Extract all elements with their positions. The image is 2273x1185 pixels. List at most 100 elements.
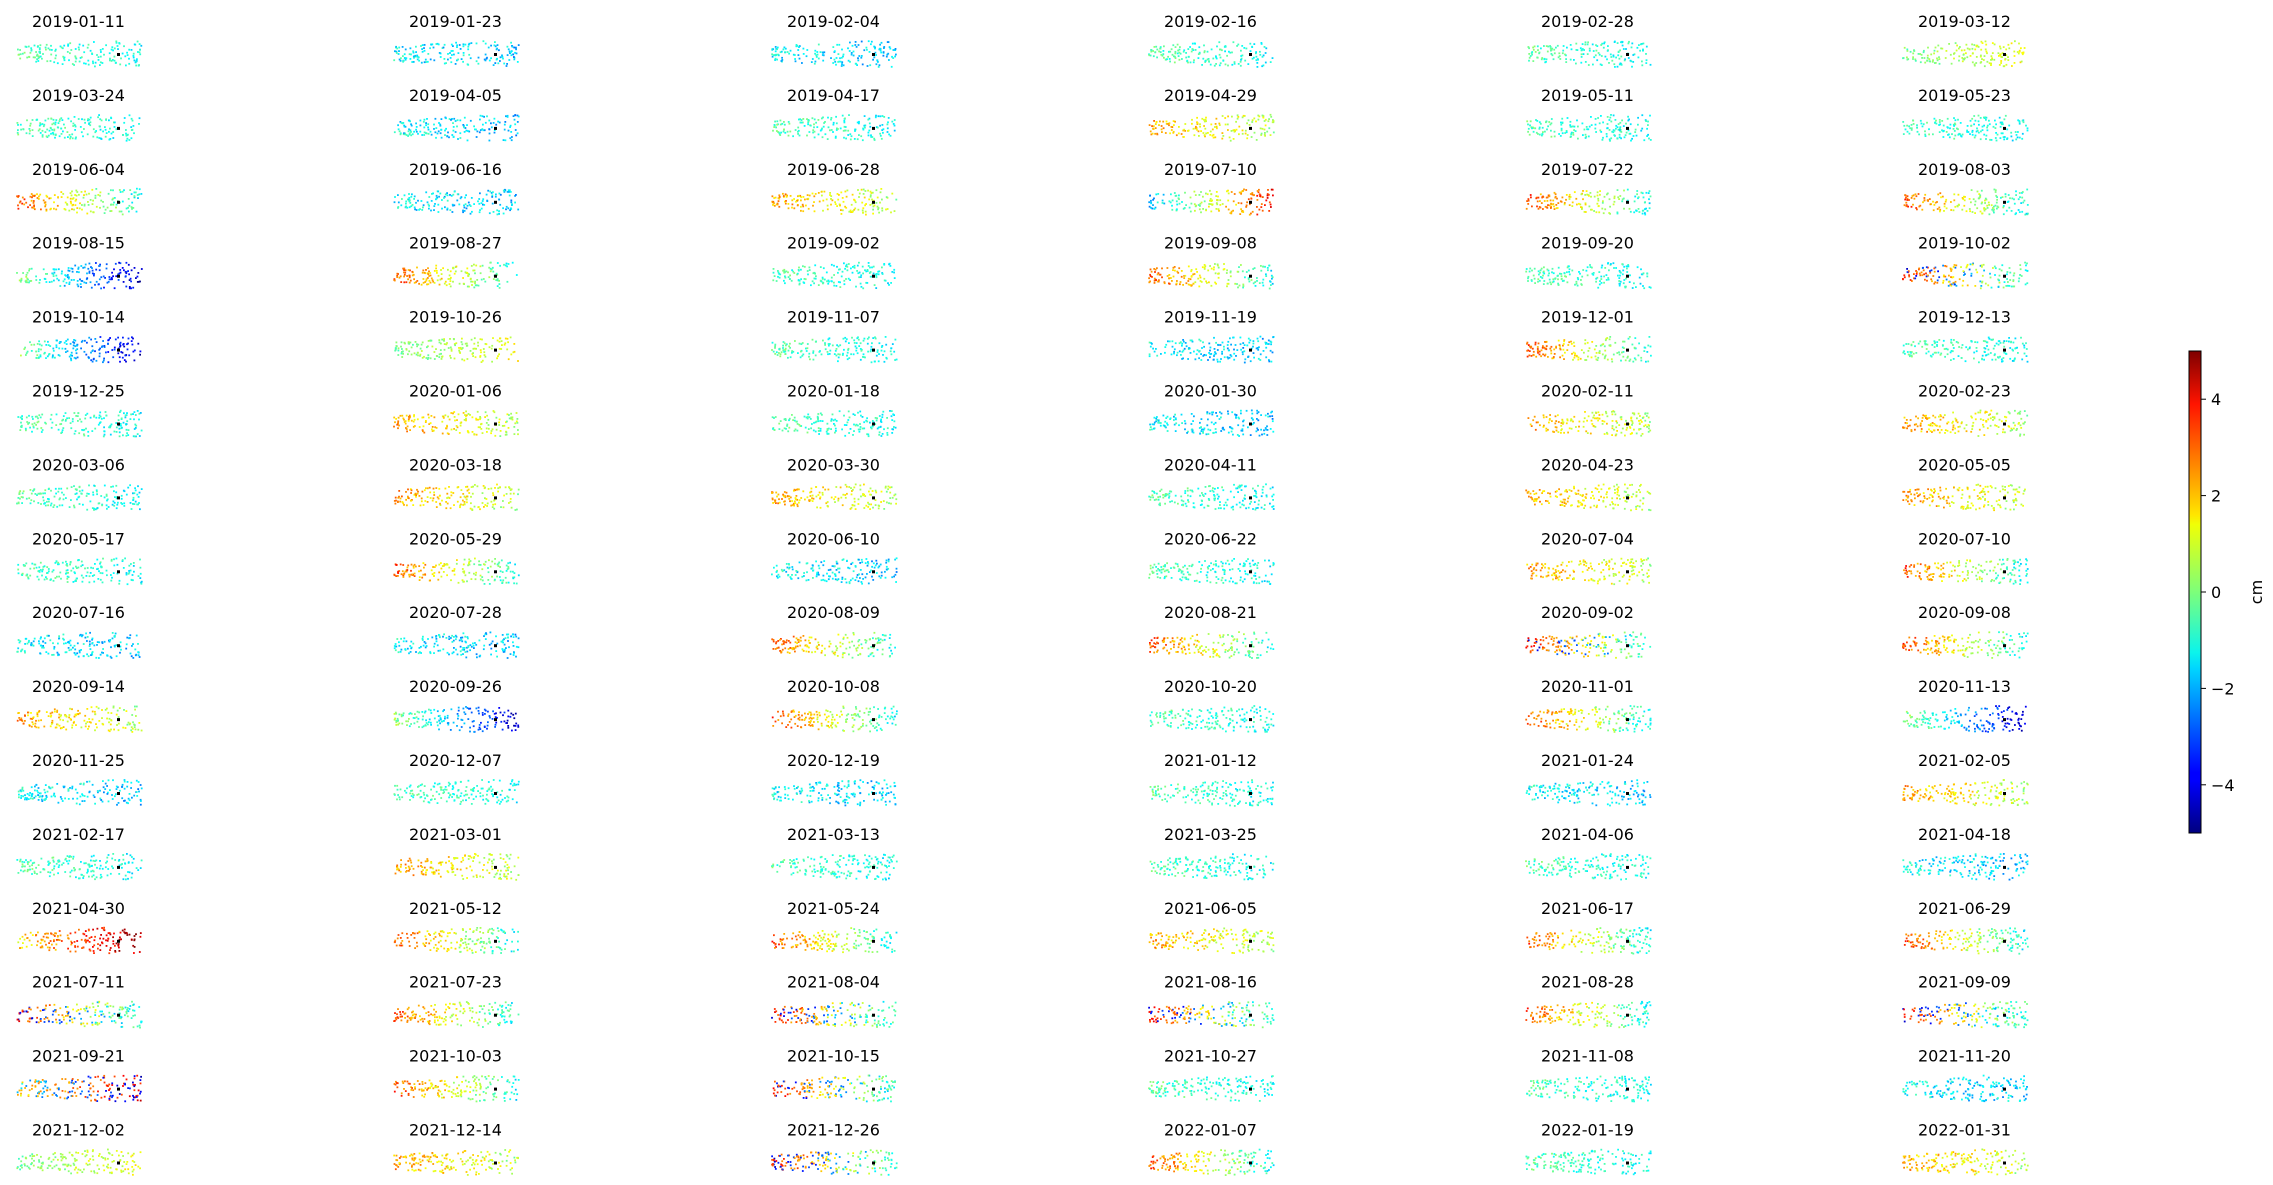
scatter-point: [783, 128, 785, 131]
scatter-point: [1201, 347, 1203, 349]
scatter-point: [1528, 270, 1531, 273]
scatter-point: [92, 135, 95, 138]
scatter-point: [860, 285, 863, 288]
scatter-point: [879, 124, 881, 127]
scatter-point: [1952, 276, 1955, 278]
scatter-point: [37, 348, 40, 350]
scatter-point: [853, 198, 855, 201]
scatter-point: [1206, 58, 1209, 61]
scatter-point: [862, 188, 865, 191]
scatter-point: [1573, 59, 1575, 61]
scatter-point: [105, 267, 108, 270]
scatter-point: [1169, 50, 1172, 53]
scatter-point: [1194, 358, 1197, 361]
scatter-point: [1265, 275, 1268, 277]
scatter-point: [1529, 124, 1531, 127]
scatter-point: [1605, 279, 1608, 281]
scatter-point: [1152, 198, 1154, 201]
scatter-point: [431, 345, 434, 348]
scatter-point: [119, 63, 122, 66]
scatter-point: [51, 123, 54, 126]
scatter-point: [1596, 45, 1599, 47]
scatter-point: [125, 360, 127, 363]
scatter-point: [43, 340, 46, 343]
scatter-point: [91, 188, 94, 191]
scatter-point: [1558, 55, 1561, 57]
scatter-point: [1243, 350, 1246, 353]
scatter-point: [1598, 350, 1601, 352]
scatter-point: [95, 130, 97, 132]
scatter-point: [1986, 60, 1989, 63]
scatter-point: [1255, 139, 1258, 141]
scatter-point: [1633, 211, 1636, 214]
scatter-point: [1575, 49, 1578, 51]
scatter-point: [54, 136, 56, 139]
scatter-point: [1563, 279, 1565, 282]
scatter-point: [843, 348, 845, 351]
scatter-point: [883, 263, 886, 265]
scatter-point: [886, 53, 889, 56]
scatter-point: [393, 131, 396, 134]
scatter-point: [488, 132, 491, 135]
scatter-point: [2026, 127, 2029, 130]
scatter-point: [454, 63, 457, 65]
scatter-point: [1622, 282, 1625, 285]
scatter-point: [29, 204, 31, 206]
scatter-point: [1966, 131, 1968, 133]
scatter-point: [58, 120, 61, 122]
scatter-point: [1637, 196, 1640, 199]
scatter-point: [773, 275, 776, 277]
scatter-point: [1168, 58, 1171, 60]
scatter-point: [119, 345, 121, 348]
scatter-point: [39, 355, 42, 358]
scatter-point: [83, 51, 86, 54]
scatter-point: [1550, 349, 1553, 352]
scatter-point: [823, 51, 826, 54]
scatter-point: [1542, 195, 1544, 198]
scatter-point: [1221, 352, 1223, 355]
scatter-point: [499, 264, 501, 267]
scatter-point: [133, 59, 136, 62]
scatter-point: [1932, 133, 1934, 136]
scatter-point: [1919, 274, 1922, 277]
scatter-point: [1541, 134, 1543, 137]
scatter-point: [874, 51, 877, 54]
scatter-point: [1968, 268, 1971, 271]
scatter-point: [513, 350, 516, 353]
scatter-point: [394, 50, 396, 53]
scatter-point: [842, 55, 844, 58]
scatter-point: [1640, 359, 1643, 362]
scatter-point: [1954, 119, 1957, 122]
scatter-point: [1606, 127, 1609, 129]
scatter-point: [132, 56, 135, 59]
scatter-point: [1916, 130, 1919, 133]
scatter-point: [1216, 127, 1218, 130]
scatter-point: [1628, 281, 1631, 283]
scatter-point: [2019, 264, 2022, 266]
scatter-point: [66, 276, 69, 278]
scatter-point: [1209, 353, 1212, 356]
scatter-point: [1915, 207, 1918, 209]
scatter-point: [70, 279, 73, 281]
scatter-point: [62, 193, 65, 195]
scatter-point: [1988, 62, 1991, 65]
scatter-point: [419, 353, 422, 356]
scatter-point: [1265, 342, 1268, 344]
scatter-point: [474, 284, 477, 287]
scatter-point: [506, 265, 508, 268]
scatter-point: [1528, 345, 1531, 348]
scatter-point: [1553, 208, 1556, 210]
scatter-point: [435, 198, 437, 201]
scatter-point: [1931, 60, 1934, 63]
scatter-point: [851, 44, 854, 47]
scatter-point: [839, 268, 841, 271]
scatter-point: [513, 46, 516, 49]
scatter-point: [1267, 269, 1269, 272]
scatter-point: [1627, 265, 1630, 268]
scatter-point: [464, 127, 467, 129]
scatter-point: [1226, 347, 1229, 350]
scatter-point: [1598, 283, 1601, 286]
scatter-point: [1227, 189, 1229, 192]
scatter-point: [1926, 54, 1929, 57]
scatter-point: [501, 344, 503, 346]
